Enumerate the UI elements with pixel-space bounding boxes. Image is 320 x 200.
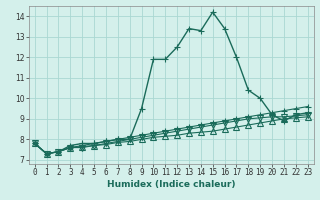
X-axis label: Humidex (Indice chaleur): Humidex (Indice chaleur) [107, 180, 236, 189]
